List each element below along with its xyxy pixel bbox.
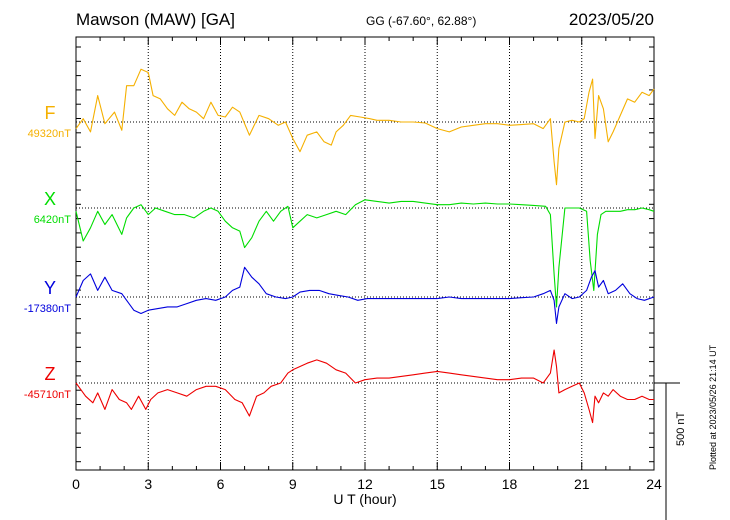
station-title: Mawson (MAW) [GA] xyxy=(76,10,235,29)
x-tick-label: 3 xyxy=(144,476,153,492)
series-f-line xyxy=(75,68,655,186)
baseline-value-z: -45710nT xyxy=(23,389,71,401)
x-tick-label: 0 xyxy=(72,476,80,492)
x-tick-label: 9 xyxy=(288,476,297,492)
baseline-value-y: -17380nT xyxy=(23,303,71,315)
series-y-line xyxy=(75,266,655,324)
geo-coordinates: GG (-67.60°, 62.88°) xyxy=(366,14,477,28)
x-axis-label: U T (hour) xyxy=(333,491,397,507)
chart-date: 2023/05/20 xyxy=(568,10,654,29)
series-label-y: Y xyxy=(43,278,56,298)
series-label-x: X xyxy=(43,189,56,209)
series-x-line xyxy=(75,199,655,308)
x-tick-label: 24 xyxy=(646,476,662,492)
baseline-value-x: 6420nT xyxy=(33,214,71,226)
baseline-value-f: 49320nT xyxy=(27,128,71,140)
x-tick-label: 12 xyxy=(357,476,373,492)
series-label-f: F xyxy=(44,103,56,123)
series-z-line xyxy=(75,349,654,424)
series-label-z: Z xyxy=(44,364,56,384)
x-tick-label: 15 xyxy=(429,476,446,492)
plotted-timestamp: Plotted at 2023/05/26 21:14 UT xyxy=(708,344,718,470)
x-tick-label: 6 xyxy=(216,476,225,492)
x-tick-label: 21 xyxy=(573,476,590,492)
x-tick-label: 18 xyxy=(501,476,518,492)
scale-bar-label: 500 nT xyxy=(675,411,687,446)
